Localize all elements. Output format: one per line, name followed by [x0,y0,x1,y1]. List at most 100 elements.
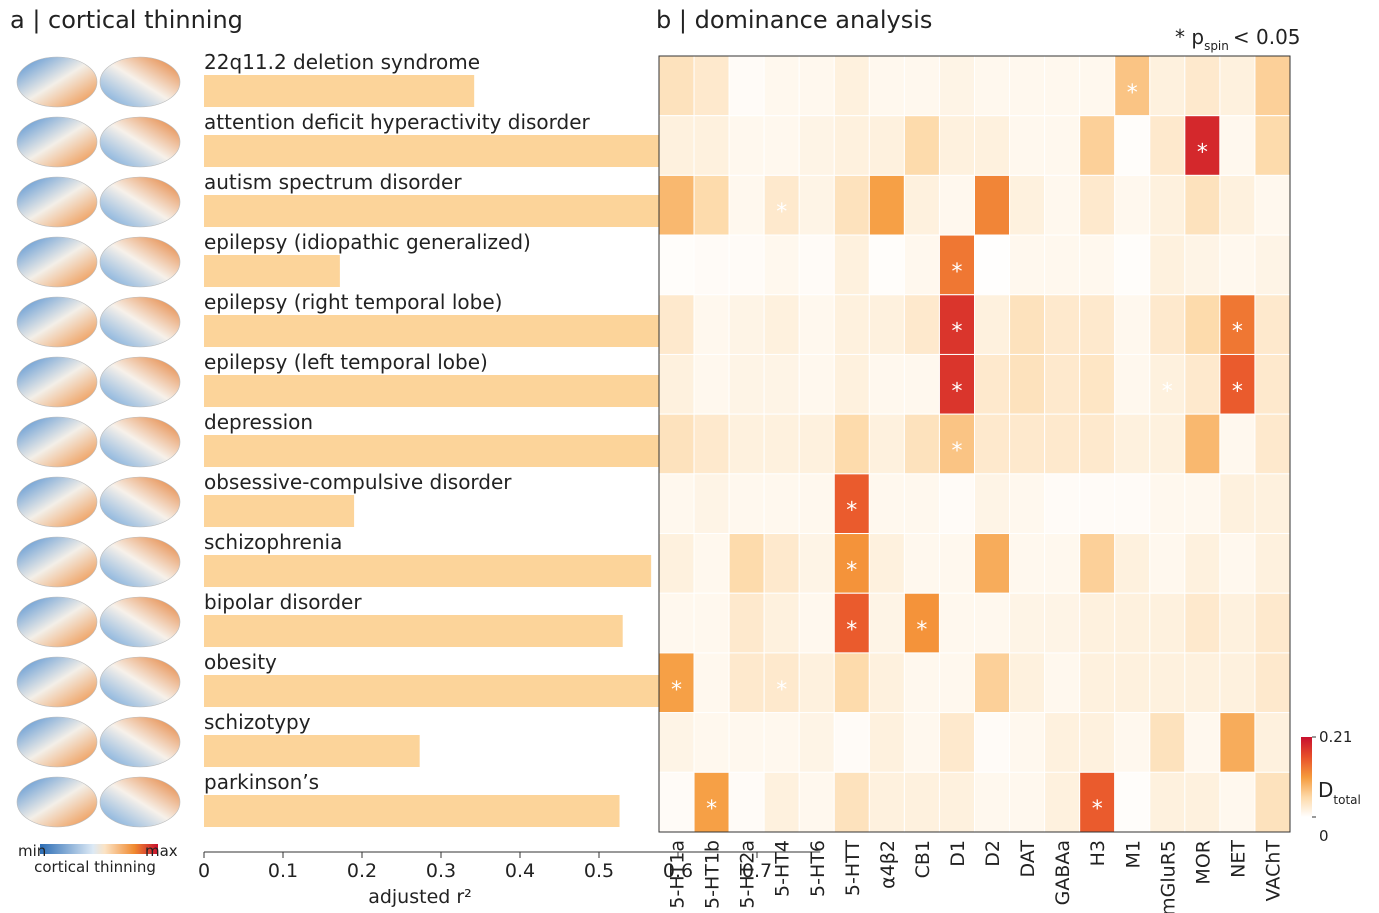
heatmap-cell [938,592,976,654]
x-tick-label: 0.7 [742,860,772,882]
heatmap-cell [868,115,905,176]
heatmap-cell [728,712,765,773]
brain-medial [99,296,181,348]
heatmap-cell [1254,652,1291,714]
colorbar-tick-label: 0 [1319,827,1329,845]
heatmap-cell [728,353,765,415]
heatmap-cell [1044,771,1081,833]
brain-lateral [16,716,98,768]
column-label: 5-HT1a [667,840,689,909]
heatmap-cell [728,115,765,176]
brain-medial [99,716,181,768]
bar [204,735,420,767]
heatmap-cell [763,413,800,475]
heatmap-cell [938,55,976,117]
heatmap-cell [1009,771,1046,833]
heatmap-cell [798,652,835,714]
heatmap-cell [974,652,1011,714]
column-label: D2 [982,840,1004,867]
heatmap-cell [1149,413,1186,475]
heatmap-cell [1114,652,1151,714]
heatmap-cell [1184,234,1221,296]
heatmap-cell [833,55,870,117]
heatmap-cell [1079,294,1116,355]
heatmap-cell [833,294,870,355]
x-tick-label: 0.6 [663,860,693,882]
heatmap-cell [974,533,1011,594]
heatmap-cell [763,592,800,654]
heatmap-cell [658,294,695,355]
heatmap-cell [833,115,870,176]
heatmap-cell [938,533,976,594]
heatmap-cell [693,174,730,236]
heatmap-cell [1184,413,1221,475]
heatmap-cell [1079,413,1116,475]
brain-lateral [16,476,98,528]
heatmap-cell [658,652,695,714]
column-label: DAT [1017,840,1039,878]
category-label: 22q11.2 deletion syndrome [204,50,480,74]
heatmap-cell [1184,712,1221,773]
colorbar-subscript: total [1333,793,1360,807]
heatmap-cell [903,174,940,236]
heatmap-cell [1114,353,1151,415]
heatmap-cell [938,174,976,236]
category-label: attention deficit hyperactivity disorder [204,110,591,134]
heatmap-cell [693,413,730,475]
heatmap-cell [1184,533,1221,594]
heatmap-cell [1079,652,1116,714]
column-label: 5-HT6 [807,840,829,897]
heatmap-cell [1079,533,1116,594]
heatmap-cell [974,115,1011,176]
heatmap-cell [728,592,765,654]
heatmap-cell [798,234,835,296]
brain-lateral [16,56,98,108]
heatmap-cell [903,473,940,535]
heatmap-cell [868,55,905,117]
heatmap-cell [1009,413,1046,475]
heatmap-cell [903,592,940,654]
heatmap-cell [1184,473,1221,535]
heatmap-cell [974,592,1011,654]
heatmap-cell [1254,115,1291,176]
heatmap-cell [798,115,835,176]
x-tick-label: 0.1 [268,860,298,882]
heatmap-cell [1254,413,1291,475]
heatmap-cell [1254,533,1291,594]
heatmap-cell [1149,473,1186,535]
column-label: M1 [1122,840,1144,868]
heatmap-cell [798,712,835,773]
brain-medial [99,536,181,588]
heatmap-cell [763,771,800,833]
heatmap-cell [833,234,870,296]
heatmap-cell [728,771,765,833]
heatmap-cell [868,294,905,355]
heatmap-cell [974,234,1011,296]
brain-medial [99,356,181,408]
heatmap-cell [1219,473,1256,535]
heatmap-cell [1149,174,1186,236]
brain-lateral [16,236,98,288]
heatmap-cell [1184,652,1221,714]
heatmap-cell [1219,413,1256,475]
heatmap-cell [1184,294,1221,355]
heatmap-cell [798,533,835,594]
brain-lateral [16,776,98,828]
heatmap-cell [763,294,800,355]
heatmap-cell [1009,55,1046,117]
heatmap-cell [1149,533,1186,594]
heatmap-cell [974,712,1011,773]
heatmap-cell [658,55,695,117]
heatmap-cell [1114,413,1151,475]
heatmap-cell [868,174,905,236]
heatmap-cell [658,115,695,176]
heatmap-cell [658,771,695,833]
heatmap-cell [763,652,800,714]
heatmap-cell [798,771,835,833]
heatmap-cell [903,712,940,773]
brain-lateral [16,296,98,348]
heatmap-cell [833,771,870,833]
brain-medial [99,56,181,108]
significance-star: * [776,200,787,225]
heatmap-cell [1219,652,1256,714]
